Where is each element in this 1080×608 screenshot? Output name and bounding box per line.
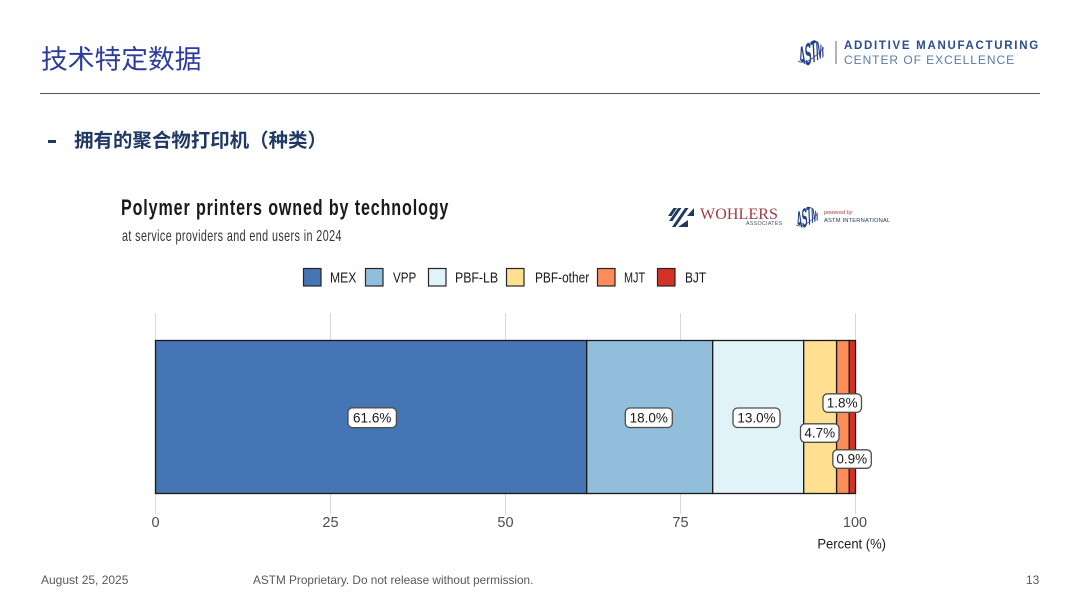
svg-text:0: 0 xyxy=(151,515,159,531)
svg-text:VPP: VPP xyxy=(393,269,416,286)
svg-text:61.6%: 61.6% xyxy=(353,410,391,425)
svg-text:PBF-LB: PBF-LB xyxy=(455,270,498,286)
svg-text:50: 50 xyxy=(497,515,513,531)
svg-text:4.7%: 4.7% xyxy=(804,426,835,441)
svg-text:18.0%: 18.0% xyxy=(630,410,668,425)
svg-text:PBF-other: PBF-other xyxy=(535,269,590,285)
svg-text:100: 100 xyxy=(843,515,867,531)
svg-text:75: 75 xyxy=(672,515,688,531)
svg-text:13.0%: 13.0% xyxy=(737,410,775,425)
svg-text:0.9%: 0.9% xyxy=(836,452,867,467)
svg-text:ASTM: ASTM xyxy=(796,206,819,230)
svg-text:MEX: MEX xyxy=(330,270,356,286)
svg-text:Percent (%): Percent (%) xyxy=(817,536,886,552)
svg-text:25: 25 xyxy=(322,515,338,531)
svg-text:BJT: BJT xyxy=(685,269,706,285)
svg-text:MJT: MJT xyxy=(624,269,645,286)
svg-text:1.8%: 1.8% xyxy=(827,396,858,411)
